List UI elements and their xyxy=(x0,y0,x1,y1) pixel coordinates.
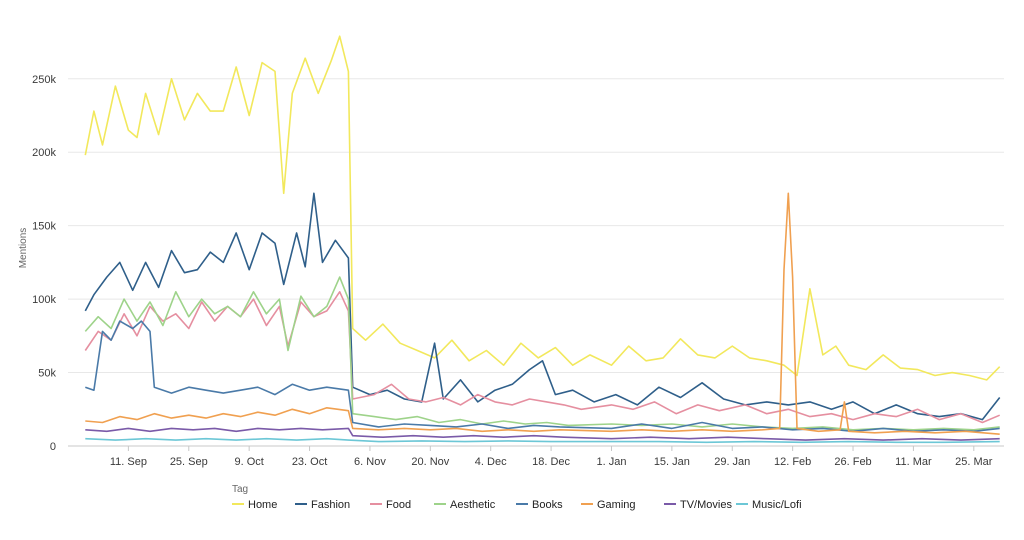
x-tick-label: 25. Mar xyxy=(955,456,993,468)
y-tick-label: 50k xyxy=(38,368,56,380)
grid-lines xyxy=(68,78,1004,447)
legend-label: Home xyxy=(248,499,277,511)
x-tick-label: 20. Nov xyxy=(411,456,449,468)
y-tick-label: 200k xyxy=(32,147,56,159)
x-tick-label: 11. Sep xyxy=(110,456,147,468)
legend-label: Aesthetic xyxy=(450,499,496,511)
legend-item-home[interactable]: Home xyxy=(232,499,277,511)
y-tick-label: 0 xyxy=(50,441,56,453)
legend-item-music-lofi[interactable]: Music/Lofi xyxy=(736,499,802,511)
x-axis: 11. Sep 25. Sep 9. Oct 23. Oct 6. Nov 20. Nov… xyxy=(110,446,993,468)
x-tick-label: 29. Jan xyxy=(714,456,750,468)
x-tick-label: 18. Dec xyxy=(532,456,570,468)
legend-label: Gaming xyxy=(597,499,636,511)
legend-item-aesthetic[interactable]: Aesthetic xyxy=(434,499,496,511)
x-tick-label: 25. Sep xyxy=(170,456,208,468)
x-tick-label: 9. Oct xyxy=(234,456,263,468)
y-axis: 0 50k 100k 150k 200k 250k xyxy=(32,74,56,453)
series-line-fashion xyxy=(84,192,1001,421)
x-tick-label: 26. Feb xyxy=(834,456,871,468)
x-tick-label: 15. Jan xyxy=(654,456,690,468)
legend-title: Tag xyxy=(232,484,248,495)
series-line-food xyxy=(84,291,1001,424)
y-tick-label: 100k xyxy=(32,294,56,306)
legend-item-gaming[interactable]: Gaming xyxy=(581,499,636,511)
legend: Tag Home Fashion Food Aesthetic Books Gaming T… xyxy=(232,484,802,511)
legend-label: Fashion xyxy=(311,499,350,511)
x-tick-label: 11. Mar xyxy=(895,456,932,468)
legend-item-books[interactable]: Books xyxy=(516,499,563,511)
legend-label: Music/Lofi xyxy=(752,499,802,511)
series-line-books xyxy=(85,320,1000,433)
series-line-home xyxy=(84,35,1001,381)
series-line-tv-movies xyxy=(85,427,1000,441)
legend-item-tv-movies[interactable]: TV/Movies xyxy=(664,499,732,511)
series-line-gaming xyxy=(85,192,1000,435)
x-tick-label: 23. Oct xyxy=(292,456,327,468)
series-line-music-lofi xyxy=(85,437,1000,444)
y-tick-label: 150k xyxy=(32,221,56,233)
x-tick-label: 4. Dec xyxy=(475,456,507,468)
legend-item-food[interactable]: Food xyxy=(370,499,411,511)
legend-label: Books xyxy=(532,499,563,511)
legend-label: TV/Movies xyxy=(680,499,732,511)
x-tick-label: 6. Nov xyxy=(354,456,386,468)
legend-label: Food xyxy=(386,499,411,511)
x-tick-label: 1. Jan xyxy=(596,456,626,468)
series-lines xyxy=(84,35,1001,444)
x-tick-label: 12. Feb xyxy=(774,456,811,468)
y-tick-label: 250k xyxy=(32,74,56,86)
legend-item-fashion[interactable]: Fashion xyxy=(295,499,350,511)
y-axis-title: Mentions xyxy=(18,228,29,269)
